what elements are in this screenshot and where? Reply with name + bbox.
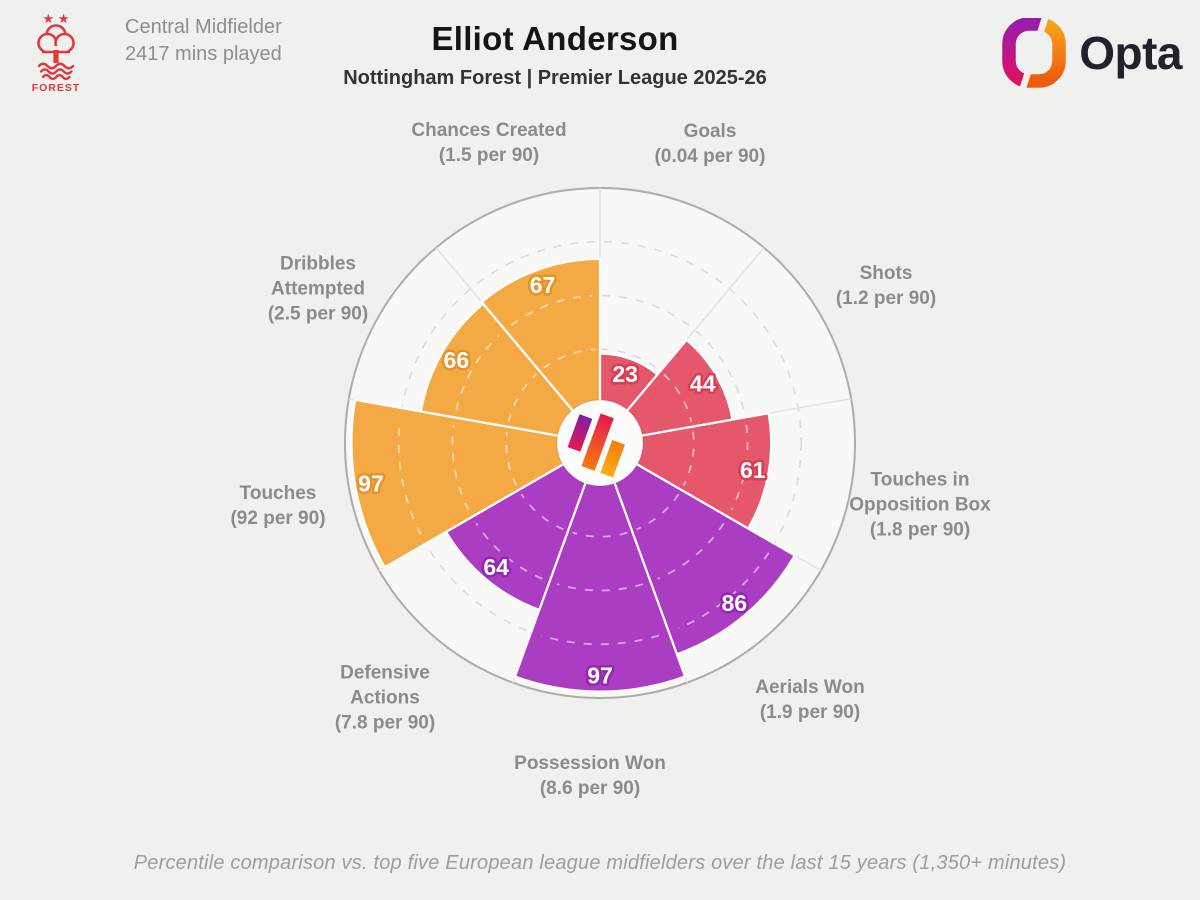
category-per90: (1.9 per 90) [759,702,861,723]
club-crest-nottingham-forest: ★ ★ FOREST [32,11,81,94]
footer-caption: Percentile comparison vs. top five Europ… [133,852,1067,874]
percentile-pizza-chart: 23 44 61 86 97 64 97 66 67 [344,187,856,699]
player-meta: Central Midfielder 2417 mins played [125,14,282,68]
category-label-aerials-won: Aerials Won (1.9 per 90) [725,675,895,725]
category-per90: (2.5 per 90) [267,303,369,325]
slice-grid-arc [507,373,537,423]
category-name: Defensive Actions [340,662,430,709]
category-label-goals: Goals (0.04 per 90) [640,119,780,169]
slice-value-shots: 44 [690,371,716,397]
slice-grid-arc [636,493,680,531]
category-name: Touches in Opposition Box [849,469,991,516]
category-name: Aerials Won [755,677,865,698]
category-name: Shots [859,263,913,284]
category-name: Dribbles Attempted [271,253,365,300]
category-label-possession-won: Possession Won (8.6 per 90) [480,751,700,801]
category-label-touches-in-opposition-box: Touches in Opposition Box (1.8 per 90) [840,468,1000,543]
category-per90: (1.5 per 90) [438,145,540,166]
slice-grid-arc [543,348,596,369]
category-name: Goals [683,121,737,142]
category-per90: (1.8 per 90) [869,519,971,541]
opta-logo-icon [1002,18,1066,88]
slice-grid-arc [572,531,628,538]
slice-grid-arc [505,431,518,486]
category-label-dribbles-attempted: Dribbles Attempted (2.5 per 90) [252,252,384,327]
player-position: Central Midfielder [125,16,282,38]
slice-value-touches: 97 [358,470,384,496]
slice-value-possession-won: 97 [587,663,613,689]
title-block: Elliot Anderson Nottingham Forest | Prem… [255,20,855,90]
category-name: Possession Won [514,753,666,774]
opta-analyst-logo-icon [567,413,625,478]
slices-layer: 23 44 61 86 97 64 97 66 67 [344,187,856,699]
category-name: Chances Created [411,120,567,141]
slice-grid-arc [397,418,422,535]
player-minutes: 2417 mins played [125,43,282,65]
category-label-touches: Touches (92 per 90) [198,481,358,531]
slice-grid-arc [678,552,770,630]
category-per90: (7.8 per 90) [334,712,436,734]
category-per90: (0.04 per 90) [654,146,766,167]
category-label-chances-created: Chances Created (1.5 per 90) [374,118,604,168]
slice-grid-arc [682,431,695,486]
chart-center-badge [556,399,644,487]
category-per90: (92 per 90) [230,508,326,529]
category-label-defensive-actions: Defensive Actions (7.8 per 90) [324,661,446,736]
slice-value-aerials-won: 86 [721,590,747,616]
slice-value-goals: 23 [612,361,638,387]
slice-value-chances-created: 67 [530,272,556,298]
slice-grid-arc [540,634,660,646]
slice-value-defensive-actions: 64 [483,554,509,580]
crest-waves-icon [37,62,75,81]
category-per90: (1.2 per 90) [835,288,937,309]
slice-value-dribbles-attempted: 66 [444,347,470,373]
crest-stars: ★ ★ [43,11,70,26]
page-title: Elliot Anderson [431,20,679,57]
opta-brand: Opta [1001,18,1182,88]
slice-grid-arc [663,373,693,423]
crest-tree-icon [37,24,75,63]
slice-value-touches-in-opposition-box: 61 [740,457,766,483]
crest-wordmark: FOREST [32,82,81,94]
category-label-shots: Shots (1.2 per 90) [811,261,961,311]
opta-wordmark: Opta [1079,27,1182,79]
page-subtitle: Nottingham Forest | Premier League 2025-… [343,67,767,89]
category-name: Touches [239,483,317,504]
slice-grid-arc [520,493,564,531]
category-per90: (8.6 per 90) [539,778,641,799]
